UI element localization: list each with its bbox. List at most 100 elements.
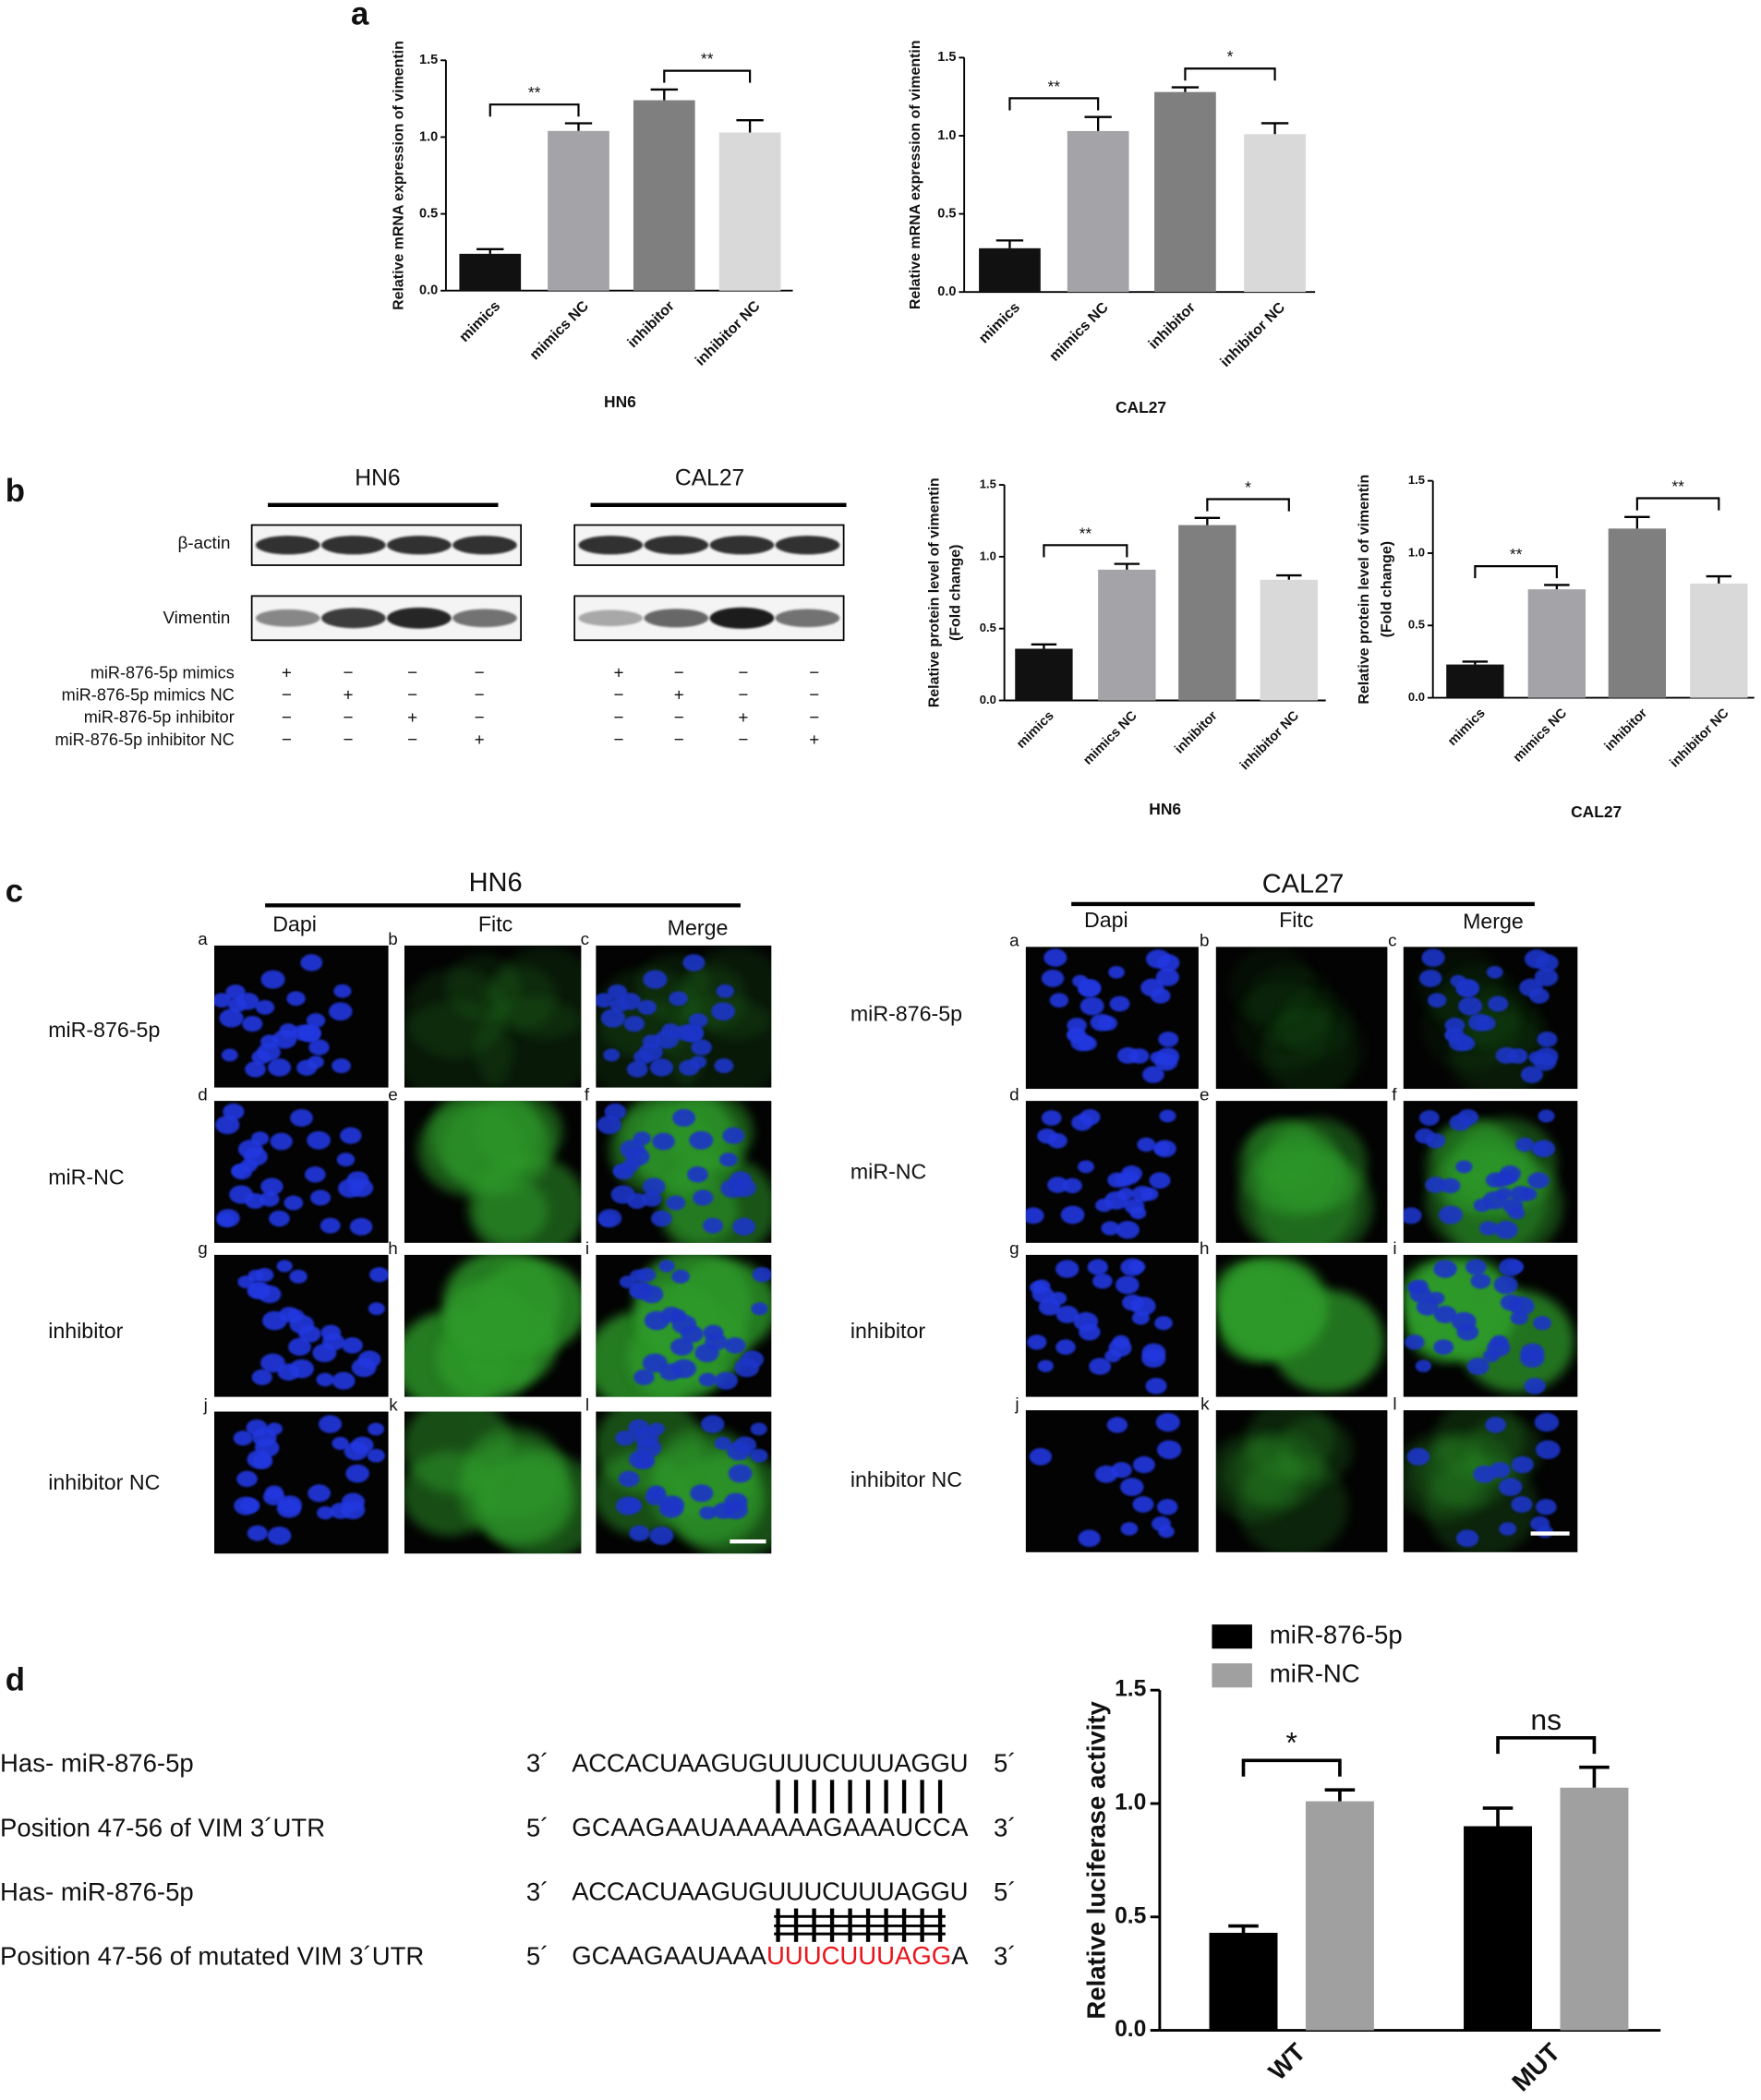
y-tick-label: 1.0	[937, 128, 956, 143]
blot-band	[387, 607, 452, 629]
y-axis-label: Relative luciferase activity	[1081, 1700, 1110, 2019]
significance-label: **	[701, 50, 714, 68]
x-tick-label: mimics NC	[1080, 708, 1140, 768]
nucleus	[1465, 1259, 1487, 1275]
nucleus	[610, 1185, 635, 1204]
nucleus	[304, 1166, 326, 1183]
column-label: Fitc	[1279, 908, 1313, 932]
nucleus	[1107, 1172, 1128, 1188]
nucleus	[654, 1030, 680, 1049]
panel-letter: d	[1009, 1084, 1019, 1104]
nucleus	[702, 1217, 724, 1234]
significance-bracket	[1496, 1735, 1597, 1755]
panel-letter: k	[1200, 1394, 1210, 1413]
nucleus	[252, 1453, 273, 1469]
nucleus	[1403, 1207, 1422, 1225]
sign: −	[407, 730, 417, 749]
error-bar	[1462, 660, 1489, 665]
sign: −	[809, 662, 819, 682]
sign: +	[407, 707, 417, 727]
nucleus	[1047, 1133, 1067, 1149]
x-tick-label: inhibitor	[625, 298, 678, 351]
nucleus	[367, 1448, 385, 1463]
nucleus	[1455, 1160, 1473, 1174]
sequence: ACCACUAAGUGUUUCUUUAGGU	[572, 1877, 968, 1906]
nucleus	[1485, 1172, 1506, 1189]
fitc-signal	[442, 1254, 561, 1356]
nucleus	[634, 1453, 656, 1469]
panel-letter: i	[585, 1238, 589, 1258]
nucleus	[286, 991, 306, 1007]
fitc-signal	[485, 965, 557, 1030]
sign: −	[282, 707, 292, 727]
sign: −	[407, 685, 417, 705]
panel-letter: a	[1009, 931, 1019, 950]
significance-bracket	[1474, 565, 1558, 579]
nucleus	[609, 997, 629, 1013]
fitc-signal	[1220, 1262, 1318, 1351]
column-label: Merge	[1463, 909, 1524, 933]
nucleus	[671, 1269, 690, 1284]
sign: −	[674, 730, 684, 749]
column-label: Merge	[668, 916, 729, 940]
nucleus	[272, 1030, 297, 1049]
nucleus	[1441, 1177, 1461, 1194]
x-axis-label: HN6	[1149, 800, 1181, 818]
sign: −	[407, 662, 417, 682]
nucleus	[1425, 1177, 1447, 1193]
micrograph-content	[1027, 1258, 1173, 1394]
nucleus	[214, 993, 232, 1008]
nucleus	[597, 1115, 621, 1135]
panel-letter: e	[1200, 1084, 1209, 1104]
blot-band	[578, 609, 644, 627]
nucleus	[349, 1217, 373, 1236]
error-bar	[1276, 573, 1302, 580]
nucleus	[1106, 1417, 1128, 1433]
nucleus	[332, 1371, 356, 1390]
micrograph-content	[1416, 947, 1559, 1090]
nucleus	[1101, 1221, 1120, 1236]
nucleus	[369, 1267, 389, 1283]
sign: −	[738, 730, 748, 749]
blot-band	[775, 609, 840, 628]
sign: +	[475, 730, 485, 749]
nucleus	[658, 1499, 684, 1518]
nucleus	[307, 1130, 331, 1150]
nucleus	[1041, 1110, 1062, 1126]
y-tick-label: 1.5	[419, 53, 438, 67]
sign: −	[344, 707, 354, 727]
nucleus	[1080, 996, 1104, 1016]
nucleus	[633, 1369, 655, 1385]
error-bar	[564, 122, 593, 131]
nucleus	[1496, 1187, 1513, 1201]
nucleus	[1108, 965, 1125, 979]
x-tick-label: mimics NC	[1511, 706, 1571, 766]
nucleus	[229, 1185, 254, 1204]
micrograph-content	[1025, 1109, 1176, 1239]
nucleus	[1109, 996, 1130, 1012]
sign: −	[475, 707, 485, 727]
sign: +	[674, 685, 684, 705]
nucleus	[1515, 1137, 1535, 1153]
micrograph-content	[233, 1415, 385, 1545]
bar	[1178, 525, 1236, 701]
legend-label: miR-NC	[1270, 1659, 1360, 1688]
error-bar	[1031, 643, 1057, 649]
nucleus	[637, 1267, 657, 1283]
nucleus	[643, 970, 668, 989]
panel-letter: l	[585, 1395, 589, 1415]
nucleus	[1095, 1198, 1113, 1213]
nucleus	[629, 1525, 650, 1541]
nucleus	[1405, 1334, 1425, 1350]
nucleus	[216, 1209, 240, 1227]
x-tick-label: mimics	[1014, 708, 1057, 752]
nucleus	[1418, 1110, 1440, 1126]
nucleus	[1025, 1207, 1044, 1225]
micrograph-content	[596, 1411, 772, 1554]
nucleus	[242, 1016, 263, 1032]
nucleus	[1117, 1187, 1134, 1201]
nucleus	[691, 1039, 712, 1056]
bar	[1154, 91, 1216, 293]
x-tick-label: mimics	[976, 299, 1023, 346]
nucleus	[1486, 965, 1503, 979]
